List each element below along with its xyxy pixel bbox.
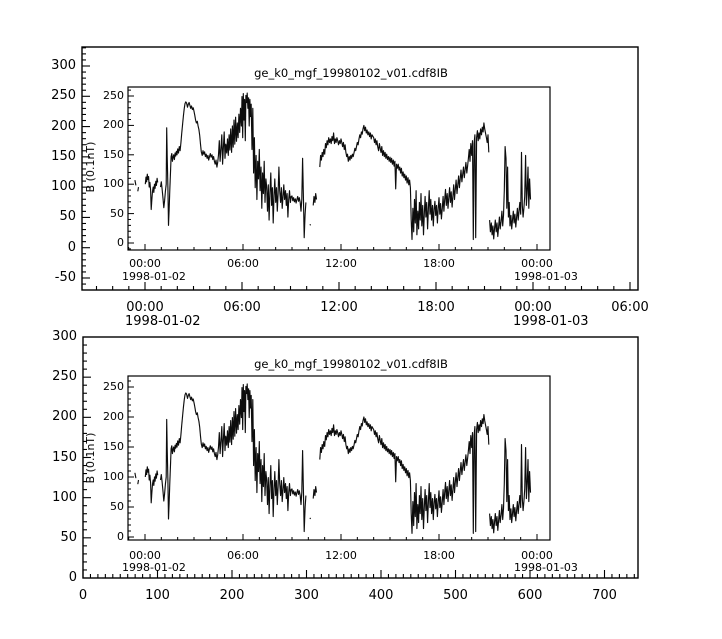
magnetic-field-trace bbox=[134, 383, 532, 534]
inner-ytick-label: 100 bbox=[103, 177, 124, 191]
outer-bottom-ytick-label: 100 bbox=[52, 489, 77, 505]
outer-top-xtick-label: 06:00 bbox=[223, 300, 261, 315]
inner-ytick-label: 100 bbox=[103, 470, 124, 483]
inner-xtick-label: 12:00 bbox=[325, 257, 357, 270]
outer-bottom-ytick-label: 50 bbox=[60, 529, 77, 545]
inner-ytick-label: 0 bbox=[117, 530, 124, 543]
inner-ytick-label: 250 bbox=[103, 89, 124, 102]
inner-xtick-label: 06:00 bbox=[227, 549, 259, 562]
inner-ytick-label: 200 bbox=[103, 410, 124, 423]
outer-top-ytick-label: 150 bbox=[51, 148, 76, 164]
inner-date-right: 1998-01-03 bbox=[514, 561, 578, 574]
inner-xtick-label: 00:00 bbox=[521, 549, 553, 562]
outer-bottom-ytick-label: 200 bbox=[52, 409, 77, 425]
inner-ytick-label: 50 bbox=[110, 500, 124, 513]
outer-bottom-xtick-label: 700 bbox=[592, 588, 617, 603]
outer-top-ytick-label: 50 bbox=[59, 209, 76, 225]
outer-bottom-xtick-label: 200 bbox=[219, 588, 245, 603]
inner-plot-lines bbox=[127, 86, 551, 541]
outer-top-xtick-label: 12:00 bbox=[320, 300, 358, 315]
outer-top-ytick-label: 100 bbox=[51, 179, 76, 195]
outer-bottom-ytick-label: 250 bbox=[52, 369, 77, 385]
axes-frame bbox=[81, 46, 639, 291]
outer-top-ytick-label: 200 bbox=[51, 118, 76, 134]
outer-top-ytick-label: 0 bbox=[67, 239, 76, 255]
inner-xtick-label: 00:00 bbox=[129, 549, 161, 562]
outer-top-date-left: 1998-01-02 bbox=[125, 314, 201, 329]
outer-top-xtick-label: 00:00 bbox=[126, 300, 164, 315]
outer-top-xtick-label: 18:00 bbox=[417, 300, 455, 315]
outer-bottom-xtick-label: 500 bbox=[443, 588, 468, 603]
outer-bottom-xtick-label: 100 bbox=[145, 588, 170, 603]
inner-plot-title-top: ge_k0_mgf_19980102_v01.cdf8IB bbox=[254, 66, 448, 80]
inner-xtick-label: 00:00 bbox=[129, 257, 161, 270]
inner-ytick-label: 50 bbox=[110, 206, 124, 220]
inner-xtick-label: 00:00 bbox=[521, 257, 553, 270]
inner-ytick-label: 250 bbox=[103, 380, 124, 393]
outer-bottom-ytick-label: 0 bbox=[68, 570, 77, 585]
outer-axes-lines bbox=[81, 46, 639, 579]
outer-bottom-xtick-label: 0 bbox=[78, 588, 88, 603]
outer-bottom-xtick-label: 300 bbox=[294, 588, 319, 603]
inner-xtick-label: 18:00 bbox=[423, 257, 455, 270]
inner-date-right: 1998-01-03 bbox=[514, 270, 578, 283]
outer-top-xtick-label: 06:00 bbox=[611, 300, 649, 315]
axes-frame bbox=[127, 86, 551, 251]
outer-top-ytick-label: 250 bbox=[51, 88, 76, 104]
outer-top-xtick-label: 00:00 bbox=[514, 300, 552, 315]
inner-date-left: 1998-01-02 bbox=[122, 561, 186, 574]
outer-top-date-right: 1998-01-03 bbox=[513, 314, 589, 329]
outer-bottom-ytick-label: 300 bbox=[52, 329, 77, 344]
outer-top-ytick-label: 300 bbox=[51, 58, 76, 73]
outer-bottom-xtick-label: 400 bbox=[368, 588, 394, 603]
inner-ytick-label: 0 bbox=[117, 236, 124, 249]
inner-xtick-label: 06:00 bbox=[227, 257, 259, 270]
axes-frame bbox=[127, 375, 551, 541]
magnetic-field-trace bbox=[134, 92, 532, 241]
outer-bottom-xtick-label: 600 bbox=[517, 588, 543, 603]
inner-xtick-label: 18:00 bbox=[423, 549, 455, 562]
inner-ytick-label: 150 bbox=[103, 147, 124, 161]
inner-ytick-label: 200 bbox=[103, 118, 124, 132]
inner-plot-title-bottom: ge_k0_mgf_19980102_v01.cdf8IB bbox=[254, 357, 448, 371]
inner-ytick-label: 150 bbox=[103, 440, 124, 453]
outer-top-ytick-label: -50 bbox=[54, 270, 76, 285]
inner-xtick-label: 12:00 bbox=[325, 549, 357, 562]
outer-bottom-ytick-label: 150 bbox=[52, 449, 77, 465]
inner-date-left: 1998-01-02 bbox=[122, 270, 186, 283]
